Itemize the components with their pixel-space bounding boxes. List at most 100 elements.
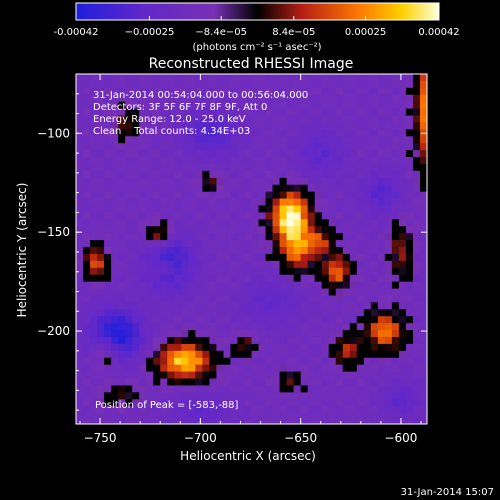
heatmap-cell [363,420,372,424]
heatmap-cell [300,343,309,352]
heatmap-cell [251,309,259,317]
heatmap-cell [181,170,189,179]
heatmap-cell [216,336,224,345]
heatmap-cell [188,267,196,276]
heatmap-cell [265,295,273,303]
heatmap-cell [391,212,400,220]
heatmap-cell [125,378,133,386]
heatmap-cell [265,323,273,331]
heatmap-cell [370,343,379,352]
heatmap-cell [125,226,133,234]
heatmap-cell [174,163,182,172]
colorbar-ticks: -0.00042 −0.00025 −8.4e−05 8.4e−05 0.00025 0.… [54,16,460,38]
heatmap-cell [412,330,421,338]
heatmap-cell [202,406,210,414]
heatmap-cell [139,330,147,338]
heatmap-cell [335,399,344,407]
heatmap-cell [90,247,98,255]
heatmap-cell [223,157,231,165]
heatmap-cell [118,323,126,331]
heatmap-cell [83,343,91,352]
heatmap-cell [202,316,210,324]
heatmap-cell [370,309,379,317]
heatmap-cell [405,170,414,179]
heatmap-cell [335,143,344,151]
heatmap-cell [349,115,358,123]
heatmap-cell [132,205,140,213]
heatmap-cell [363,143,372,151]
heatmap-cell [97,136,105,144]
heatmap-cell [335,350,344,359]
heatmap-cell [356,371,365,379]
heatmap-cell [370,295,379,303]
heatmap-cell [223,74,231,82]
heatmap-cell [272,385,280,393]
heatmap-cell [90,295,98,303]
heatmap-cell [293,343,302,352]
heatmap-cell [125,253,133,262]
heatmap-cell [146,247,154,255]
heatmap-cell [83,184,91,193]
heatmap-cell [97,309,105,317]
heatmap-cell [167,295,175,303]
heatmap-cell [97,240,105,248]
heatmap-cell [258,357,266,366]
heatmap-cell [223,163,231,172]
heatmap-cell [419,253,427,262]
heatmap-cell [419,260,427,269]
heatmap-cell [125,274,133,283]
heatmap-cell [174,330,182,338]
heatmap-cell [167,385,175,393]
heatmap-cell [377,150,386,158]
heatmap-cell [195,80,203,89]
heatmap-cell [160,323,168,331]
heatmap-cell [76,163,84,172]
heatmap-cell [419,74,427,82]
heatmap-cell [223,260,231,269]
heatmap-cell [286,406,295,414]
heatmap-cell [293,184,302,193]
heatmap-cell [188,343,196,352]
heatmap-cell [419,406,427,414]
heatmap-cell [237,267,245,276]
heatmap-cell [349,336,358,345]
heatmap-cell [307,212,316,220]
heatmap-cell [300,357,309,366]
heatmap-cell [90,350,98,359]
heatmap-cell [76,357,84,366]
heatmap-cell [265,420,273,424]
heatmap-cell [209,323,217,331]
heatmap-cell [125,399,133,407]
heatmap-cell [132,129,140,137]
heatmap-cell [286,101,295,109]
heatmap-cell [286,309,295,317]
heatmap-cell [377,371,386,379]
heatmap-cell [118,385,126,393]
heatmap-cell [293,143,302,151]
heatmap-cell [125,330,133,338]
heatmap-cell [104,143,112,151]
heatmap-cell [405,233,414,241]
heatmap-cell [146,233,154,241]
heatmap-cell [125,323,133,331]
heatmap-cell [342,150,351,158]
heatmap-cell [412,247,421,255]
heatmap-cell [412,281,421,289]
heatmap-cell [419,364,427,372]
heatmap-cell [244,115,252,123]
heatmap-cell [300,108,309,116]
heatmap-cell [146,316,154,324]
heatmap-cell [384,226,393,234]
heatmap-cell [153,371,161,379]
heatmap-cell [174,274,182,283]
heatmap-cell [146,260,154,269]
heatmap-cell [391,281,400,289]
heatmap-cell [300,350,309,359]
heatmap-cell [265,198,273,206]
heatmap-cell [328,108,337,116]
heatmap-cell [391,309,400,317]
heatmap-cell [146,157,154,165]
heatmap-cell [118,364,126,372]
heatmap-cell [272,115,280,123]
heatmap-cell [76,350,84,359]
